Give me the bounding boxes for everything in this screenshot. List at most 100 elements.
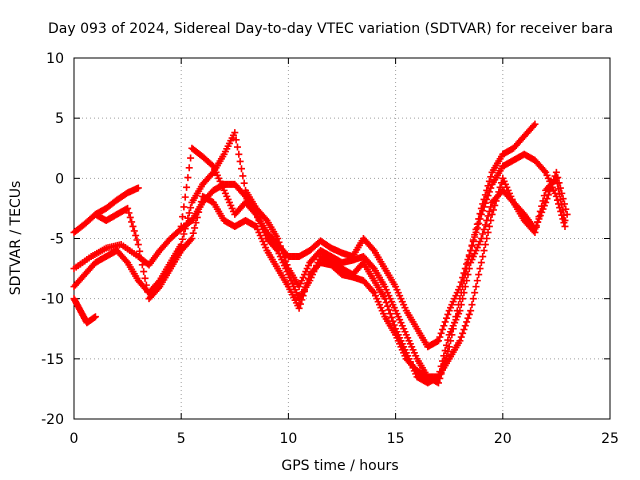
data-point-marker bbox=[185, 209, 193, 217]
data-point-marker bbox=[177, 222, 185, 230]
data-point-marker bbox=[540, 202, 548, 210]
data-point-marker bbox=[479, 253, 487, 261]
data-point-marker bbox=[561, 216, 569, 224]
data-point-marker bbox=[477, 259, 485, 267]
data-point-marker bbox=[134, 241, 142, 249]
data-point-marker bbox=[538, 208, 546, 216]
data-point-marker bbox=[436, 333, 444, 341]
data-point-marker bbox=[134, 184, 142, 192]
data-point-marker bbox=[535, 215, 543, 223]
data-point-marker bbox=[465, 265, 473, 273]
data-point-marker bbox=[484, 212, 492, 220]
data-point-marker bbox=[436, 368, 444, 376]
data-point-marker bbox=[180, 230, 188, 238]
data-point-marker bbox=[542, 198, 550, 206]
data-point-marker bbox=[141, 274, 149, 282]
data-point-marker bbox=[439, 357, 446, 365]
data-point-marker bbox=[440, 322, 448, 330]
y-tick-label: -5 bbox=[50, 232, 64, 248]
data-point-marker bbox=[481, 221, 489, 229]
y-tick-label: 10 bbox=[46, 51, 64, 67]
data-point-marker bbox=[233, 143, 241, 151]
data-point-marker bbox=[548, 180, 556, 188]
data-point-marker bbox=[460, 289, 468, 297]
data-point-marker bbox=[457, 301, 465, 309]
data-point-marker bbox=[129, 222, 137, 230]
data-point-marker bbox=[235, 150, 243, 158]
x-tick-label: 10 bbox=[279, 431, 297, 447]
data-point-marker bbox=[122, 257, 130, 265]
data-point-marker bbox=[464, 271, 472, 279]
data-point-marker bbox=[467, 307, 475, 315]
data-point-marker bbox=[188, 235, 196, 242]
data-point-marker bbox=[298, 296, 306, 304]
y-axis-label: SDTVAR / TECUs bbox=[8, 181, 24, 296]
data-point-marker bbox=[434, 337, 442, 345]
data-point-marker bbox=[443, 314, 451, 322]
data-point-marker bbox=[439, 326, 446, 334]
data-point-marker bbox=[434, 379, 442, 387]
data-point-marker bbox=[483, 186, 491, 194]
data-point-marker bbox=[276, 242, 284, 250]
data-point-marker bbox=[477, 235, 485, 242]
data-point-marker bbox=[485, 222, 493, 230]
data-point-marker bbox=[544, 191, 552, 199]
x-tick-label: 0 bbox=[70, 431, 79, 447]
data-point-marker bbox=[262, 215, 270, 223]
data-point-marker bbox=[274, 235, 282, 242]
data-point-marker bbox=[476, 265, 484, 273]
data-point-marker bbox=[302, 283, 310, 291]
data-point-marker bbox=[434, 373, 442, 381]
data-point-marker bbox=[483, 216, 491, 224]
data-point-marker bbox=[472, 225, 480, 233]
data-point-marker bbox=[476, 210, 484, 218]
data-point-marker bbox=[481, 241, 489, 249]
data-point-marker bbox=[154, 284, 162, 292]
data-point-marker bbox=[464, 314, 472, 322]
data-point-marker bbox=[546, 187, 554, 195]
data-point-marker bbox=[554, 174, 562, 182]
data-point-marker bbox=[485, 207, 493, 215]
series-track-c bbox=[70, 120, 539, 387]
data-point-marker bbox=[477, 204, 485, 212]
data-point-marker bbox=[480, 225, 488, 233]
data-point-marker bbox=[463, 277, 471, 285]
data-point-marker bbox=[479, 230, 487, 238]
data-point-marker bbox=[240, 179, 248, 187]
data-point-marker bbox=[140, 268, 148, 276]
data-point-marker bbox=[534, 218, 542, 226]
series-track-f bbox=[91, 168, 571, 381]
data-point-marker bbox=[459, 295, 467, 303]
data-point-marker bbox=[457, 333, 465, 341]
data-point-marker bbox=[132, 231, 140, 239]
data-point-marker bbox=[559, 195, 567, 203]
data-point-marker bbox=[300, 287, 308, 295]
data-point-marker bbox=[530, 122, 538, 130]
data-point-marker bbox=[555, 179, 563, 187]
data-point-marker bbox=[239, 172, 247, 180]
data-point-marker bbox=[468, 301, 476, 309]
x-tick-label: 25 bbox=[601, 431, 619, 447]
data-point-marker bbox=[142, 281, 150, 289]
data-point-marker bbox=[130, 227, 138, 235]
data-point-marker bbox=[236, 157, 244, 165]
data-point-marker bbox=[369, 263, 377, 271]
data-point-marker bbox=[560, 200, 568, 208]
data-point-marker bbox=[484, 182, 492, 190]
data-point-marker bbox=[369, 245, 377, 253]
data-point-marker bbox=[540, 167, 548, 175]
data-point-marker bbox=[180, 203, 188, 211]
data-point-marker bbox=[195, 208, 203, 216]
data-point-marker bbox=[133, 236, 141, 244]
data-point-marker bbox=[208, 161, 216, 169]
data-point-marker bbox=[305, 275, 312, 283]
data-point-marker bbox=[480, 195, 488, 203]
data-point-marker bbox=[183, 219, 191, 227]
data-point-marker bbox=[562, 205, 570, 213]
data-point-marker bbox=[231, 129, 239, 137]
data-point-marker bbox=[187, 204, 195, 212]
data-point-marker bbox=[531, 225, 539, 233]
data-point-marker bbox=[456, 337, 464, 345]
x-tick-label: 5 bbox=[177, 431, 186, 447]
